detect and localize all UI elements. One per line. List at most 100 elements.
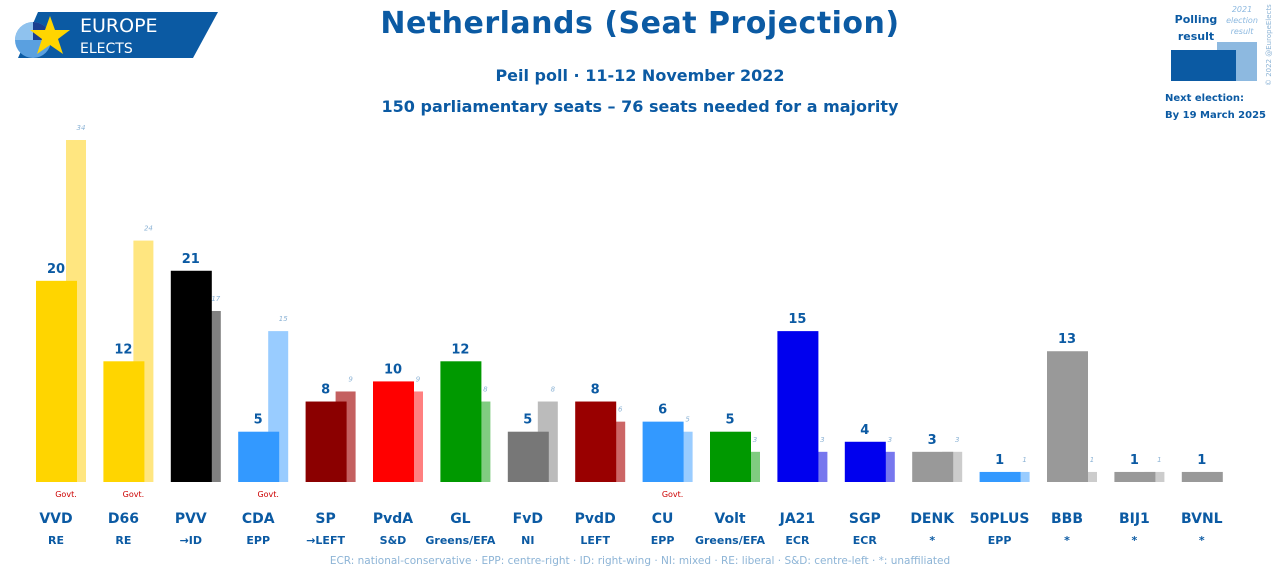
poll-value-cda: 5 (254, 413, 263, 428)
legend-polling-line1: Polling (1175, 13, 1218, 26)
poll-bar-sp (305, 401, 347, 482)
group-label-cu: EPP (651, 534, 675, 547)
group-label-gl: Greens/EFA (425, 534, 496, 547)
next-election-label: Next election: (1165, 93, 1244, 104)
group-label-fvd: NI (521, 534, 534, 547)
party-label-fvd: FvD (513, 511, 543, 527)
legend-election-line3: result (1231, 27, 1255, 36)
election-value-denk: 3 (955, 436, 959, 444)
group-label-volt: Greens/EFA (695, 534, 766, 547)
group-label-denk: * (929, 534, 935, 547)
election-value-sp: 9 (348, 375, 353, 383)
poll-bar-denk (912, 451, 954, 482)
poll-value-pvv: 21 (182, 252, 200, 267)
poll-value-pvda: 10 (384, 362, 402, 377)
election-value-bij1: 1 (1157, 456, 1161, 464)
poll-bar-fvd (507, 431, 549, 482)
election-value-volt: 3 (753, 436, 757, 444)
logo-line1: EUROPE (80, 15, 158, 37)
group-footnote: ECR: national-conservative · EPP: centre… (329, 555, 951, 567)
poll-bar-pvda (373, 381, 414, 482)
group-label-vvd: RE (48, 534, 64, 547)
legend-polling-line2: result (1178, 30, 1214, 43)
party-label-ja21: JA21 (779, 511, 816, 527)
legend-election-line1: 2021 (1232, 5, 1252, 14)
party-label-gl: GL (450, 511, 470, 527)
party-label-cda: CDA (242, 511, 275, 527)
chart-subtitle: Peil poll · 11-12 November 2022 (495, 66, 785, 85)
election-value-pvda: 9 (416, 375, 421, 383)
election-value-fvd: 8 (551, 386, 556, 394)
election-value-vvd: 34 (77, 124, 86, 132)
poll-value-d66: 12 (114, 342, 132, 357)
europe-elects-logo: EUROPE ELECTS (15, 12, 218, 58)
group-label-sp: →LEFT (306, 534, 345, 547)
election-value-sgp: 3 (888, 436, 892, 444)
poll-bar-cda (238, 431, 280, 482)
poll-value-ja21: 15 (788, 312, 806, 327)
party-label-sp: SP (315, 511, 335, 527)
party-label-d66: D66 (108, 511, 139, 527)
group-label-bbb: * (1064, 534, 1070, 547)
party-label-50plus: 50PLUS (970, 511, 1030, 527)
group-label-sgp: ECR (853, 534, 878, 547)
poll-bar-sgp (844, 441, 886, 482)
group-label-ja21: ECR (785, 534, 810, 547)
election-value-50plus: 1 (1022, 456, 1026, 464)
poll-bar-pvdd (575, 401, 617, 482)
poll-bar-cu (642, 421, 684, 482)
poll-value-50plus: 1 (995, 453, 1004, 468)
election-value-bbb: 1 (1090, 456, 1094, 464)
poll-bar-50plus (979, 471, 1021, 482)
group-label-pvv: →ID (180, 534, 202, 547)
legend-copyright: © 2022 @EuropeElects (1265, 4, 1273, 86)
next-election-date: By 19 March 2025 (1165, 110, 1266, 121)
poll-bar-gl (440, 361, 482, 482)
poll-value-vvd: 20 (47, 262, 65, 277)
poll-value-denk: 3 (928, 433, 937, 448)
group-label-bvnl: * (1199, 534, 1205, 547)
election-value-ja21: 3 (820, 436, 824, 444)
poll-value-cu: 6 (658, 403, 667, 418)
poll-value-volt: 5 (725, 413, 734, 428)
poll-value-bvnl: 1 (1197, 453, 1206, 468)
election-value-cu: 5 (685, 416, 690, 424)
govt-marker-vvd: Govt. (55, 490, 77, 499)
group-label-bij1: * (1132, 534, 1138, 547)
group-label-cda: EPP (246, 534, 270, 547)
poll-bar-d66 (103, 361, 145, 482)
poll-bar-ja21 (777, 331, 819, 482)
legend: Polling result 2021 election result © 20… (1165, 4, 1273, 121)
govt-marker-cu: Govt. (662, 490, 684, 499)
poll-value-bbb: 13 (1058, 332, 1076, 347)
election-value-d66: 24 (144, 225, 153, 233)
poll-bar-volt (710, 431, 751, 482)
poll-bar-pvv (170, 270, 212, 482)
chart-subtitle-seats: 150 parliamentary seats – 76 seats neede… (381, 97, 899, 116)
election-value-cda: 15 (279, 315, 288, 323)
party-label-cu: CU (652, 511, 674, 527)
poll-bar-vvd (36, 280, 77, 482)
govt-marker-cda: Govt. (257, 490, 279, 499)
chart-title: Netherlands (Seat Projection) (380, 6, 900, 41)
group-label-50plus: EPP (988, 534, 1012, 547)
party-label-bvnl: BVNL (1181, 511, 1223, 527)
poll-bar-bij1 (1114, 471, 1156, 482)
poll-bar-bvnl (1181, 471, 1223, 482)
poll-value-sp: 8 (321, 383, 330, 398)
party-label-bbb: BBB (1051, 511, 1083, 527)
legend-election-line2: election (1226, 16, 1258, 25)
group-label-d66: RE (115, 534, 131, 547)
election-value-pvv: 17 (211, 295, 220, 303)
poll-bar-bbb (1047, 351, 1088, 482)
party-label-vvd: VVD (39, 511, 72, 527)
party-label-bij1: BIJ1 (1119, 511, 1150, 527)
group-label-pvdd: LEFT (580, 534, 610, 547)
logo-line2: ELECTS (80, 41, 133, 57)
poll-value-sgp: 4 (860, 423, 869, 438)
election-value-gl: 8 (483, 386, 488, 394)
poll-value-bij1: 1 (1130, 453, 1139, 468)
party-label-denk: DENK (910, 511, 955, 527)
party-label-volt: Volt (714, 511, 745, 527)
